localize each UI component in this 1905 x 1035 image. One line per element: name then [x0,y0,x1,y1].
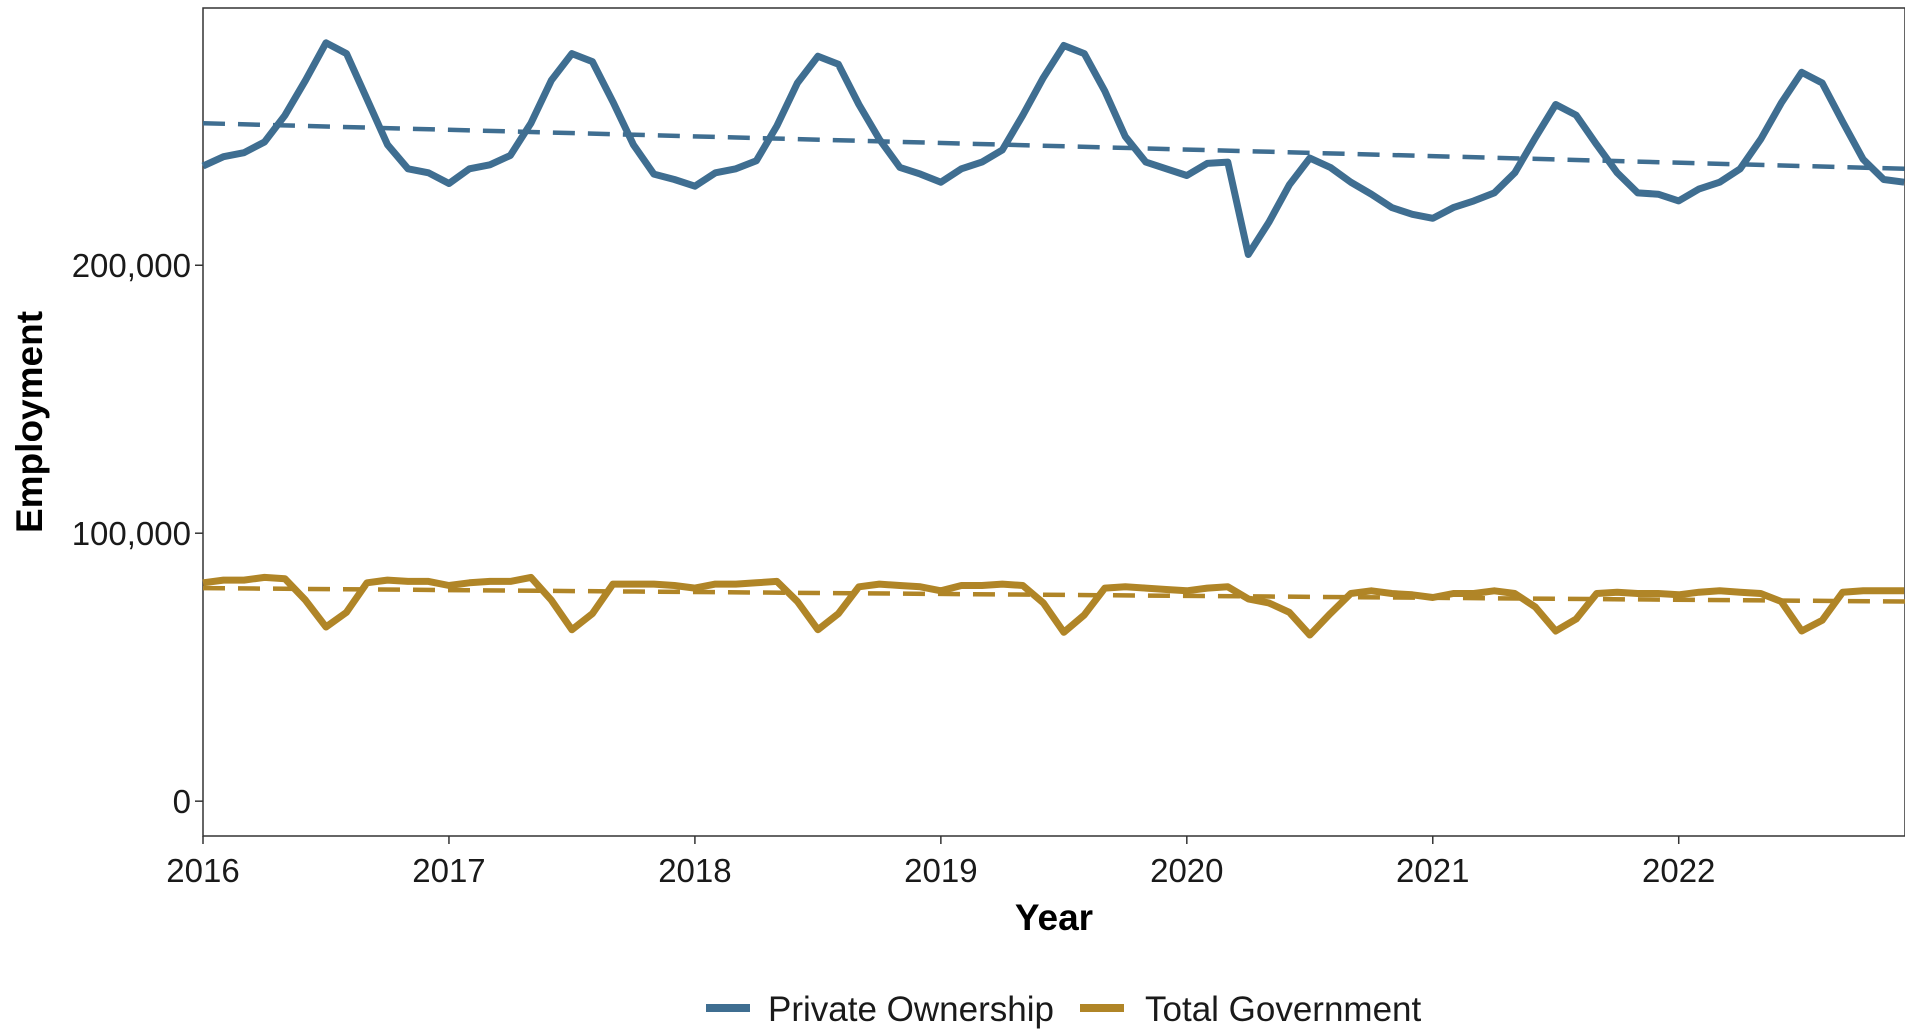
trend-line-total-government [202,585,1905,604]
x-tick-label: 2017 [412,852,485,889]
series-layer [201,39,1905,639]
legend: Private Ownership Total Government [706,990,1422,1029]
y-tick-label: 200,000 [72,247,191,284]
x-tick-label: 2019 [904,852,977,889]
legend-label-total-government: Total Government [1145,990,1422,1029]
y-axis: 0 100,000 200,000 [72,247,203,820]
trend-line-private-ownership [202,120,1905,172]
legend-label-private-ownership: Private Ownership [768,990,1054,1029]
x-tick-label: 2020 [1150,852,1223,889]
y-tick-label: 0 [173,783,191,820]
x-tick-label: 2016 [166,852,239,889]
x-axis: 2016 2017 2018 2019 2020 2021 2022 [166,836,1715,889]
series-line-private-ownership [201,39,1905,258]
x-axis-title: Year [1015,897,1093,938]
series-line-total-government [202,573,1905,639]
x-tick-label: 2018 [658,852,731,889]
y-axis-title: Employment [9,311,50,533]
y-tick-label: 100,000 [72,515,191,552]
x-tick-label: 2021 [1396,852,1469,889]
x-tick-label: 2022 [1642,852,1715,889]
